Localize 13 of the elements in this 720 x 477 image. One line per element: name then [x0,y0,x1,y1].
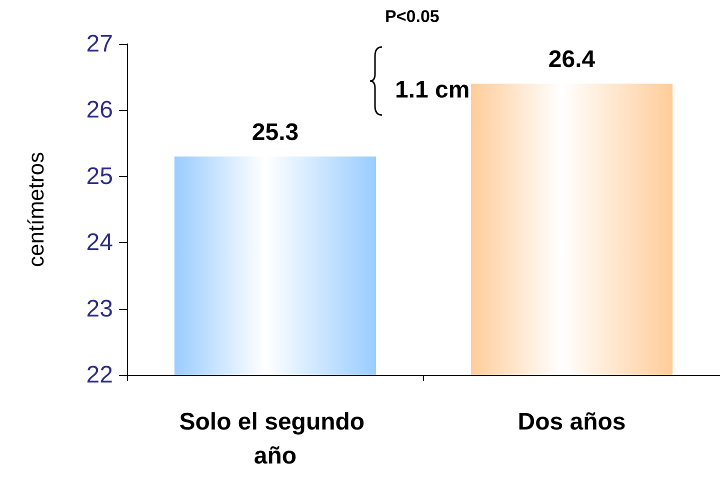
text: P<0.05 [385,7,440,26]
y-tick-label: 23 [86,295,113,322]
y-tick-label: 24 [86,229,113,256]
annotation: 1.1 cm [395,76,470,104]
y-axis-title: centímetros [24,152,48,267]
y-tick-label: 27 [86,30,113,58]
y-tick-label: 25 [86,162,113,190]
data-label: 26.4 [548,46,596,74]
y-tick-label: 26 [86,96,113,124]
x-tick-label: Solo el segundo año [179,408,372,470]
data-label: 25.3 [252,119,299,146]
y-tick-label: 22 [86,362,113,388]
x-tick-label: Dos años [518,408,626,436]
